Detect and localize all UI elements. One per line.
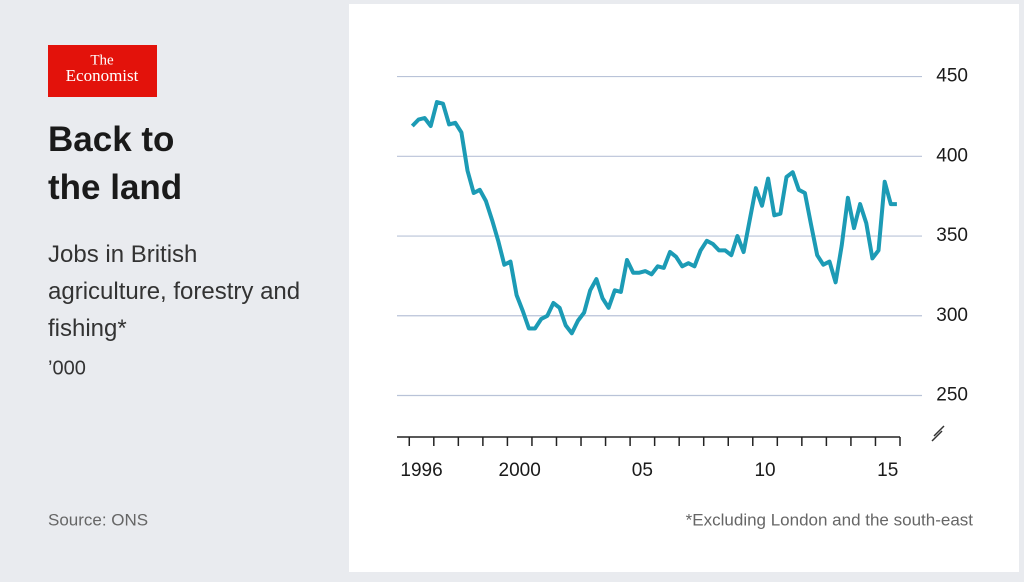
y-tick-label: 450 [936, 66, 968, 87]
chart-subtitle: Jobs in British agriculture, forestry and… [48, 241, 300, 342]
x-tick-label: 05 [632, 460, 653, 481]
source: Source: ONS [48, 510, 148, 529]
y-tick-label: 350 [936, 225, 968, 246]
data-line [410, 100, 897, 336]
y-tick-label: 250 [936, 385, 968, 406]
chart-title: Back to the land [48, 120, 182, 207]
axis-break [931, 425, 945, 442]
logo-text: Economist [66, 66, 139, 85]
chart-panel [349, 4, 1019, 572]
x-tick-label: 15 [877, 460, 898, 481]
logo [48, 45, 157, 97]
logo-text: The [90, 52, 114, 68]
x-tick-label: 2000 [499, 460, 541, 481]
x-tick-label: 10 [754, 460, 775, 481]
x-tick-label: 1996 [400, 460, 442, 481]
unit: ’000 [48, 357, 86, 379]
y-tick-label: 400 [936, 145, 968, 166]
y-tick-label: 300 [936, 305, 968, 326]
footnote: *Excluding London and the south-east [686, 510, 974, 529]
